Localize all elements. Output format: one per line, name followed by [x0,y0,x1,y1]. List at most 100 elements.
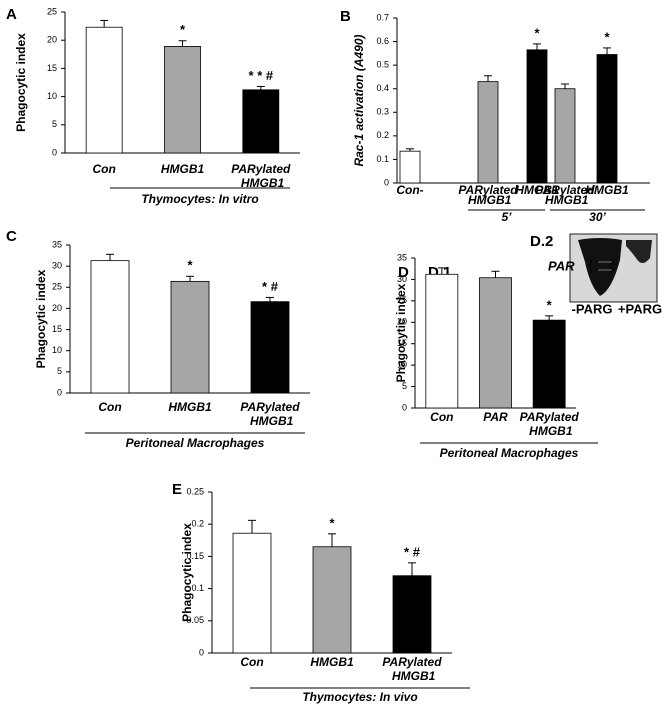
x-tick-label: HMGB1 [585,183,629,197]
y-tick-label: 35 [52,239,62,249]
y-tick-label: 0 [199,647,204,657]
panel-letter: C [6,228,17,245]
panel: C Phagocytic index 0 5 10 15 20 25 30 35 Con * HMGB1… [6,228,310,450]
x-axis-label: Peritoneal Macrophages [440,446,579,460]
annotation: * [547,297,553,312]
x-tick-label: Con [240,655,263,669]
x-tick-label: HMGB1 [161,162,205,176]
y-tick-label: 25 [397,295,407,305]
x-tick-label: Con- [396,183,423,197]
inset-label: D.2 [530,233,553,250]
gel-image [569,233,658,303]
y-tick-label: 0.25 [186,486,204,496]
bar [477,81,499,184]
annotation: * * # [249,68,274,83]
annotation: * [187,258,193,273]
x-tick-label: PARylated HMGB1 [535,183,595,207]
bar [164,46,201,154]
y-axis-label: Phagocytic index [394,283,408,382]
y-tick-label: 10 [397,360,407,370]
y-tick-label: 0 [384,177,389,187]
annotation: * [180,22,186,37]
bar [250,301,290,394]
bar [526,49,548,184]
x-tick-label: PAR [483,410,508,424]
group-label: 30’ [589,210,606,224]
y-tick-label: 15 [397,338,407,348]
y-tick-label: 0.6 [376,36,389,46]
y-tick-label: 35 [397,252,407,262]
y-tick-label: 20 [52,303,62,313]
x-tick-label: PARylated HMGB1 [520,410,580,438]
bar [554,88,576,184]
bar [232,532,272,654]
y-tick-label: 15 [52,324,62,334]
y-tick-label: 0.2 [376,130,389,140]
band-arrows [589,258,615,274]
x-tick-label: Con [430,410,453,424]
bar [479,277,512,409]
y-tick-label: 10 [47,91,57,101]
y-tick-label: 20 [47,35,57,45]
y-tick-label: 0 [402,402,407,412]
y-axis-label: Phagocytic index [14,33,28,132]
panel-letter: A [6,6,17,23]
y-tick-label: 30 [52,261,62,271]
annotation: * [329,515,335,530]
bar [90,260,130,394]
bar [242,89,280,154]
x-tick-label: PARylated HMGB1 [382,655,442,683]
y-tick-label: 0 [52,147,57,157]
y-tick-label: 0.4 [376,83,389,93]
y-axis-label: Phagocytic index [180,523,194,622]
y-tick-label: 5 [57,366,62,376]
x-tick-label: HMGB1 [168,400,212,414]
y-tick-label: 0 [57,387,62,397]
x-tick-label: HMGB1 [515,183,559,197]
bar [399,150,421,184]
annotation: * [604,29,610,44]
x-axis-label: Peritoneal Macrophages [126,436,265,450]
y-axis-label: Rac-1 activation (A490) [352,34,366,166]
x-tick-label: PARylated HMGB1 [240,400,300,428]
panel-letter: B [340,8,351,25]
panel-letter: E [172,481,182,498]
y-tick-label: 25 [47,6,57,16]
x-tick-label: Con [98,400,121,414]
panel-letter: D [398,264,409,281]
bar [312,546,352,654]
y-tick-label: 15 [47,63,57,73]
x-tick-label: PARylated HMGB1 [458,183,518,207]
y-tick-label: 0.1 [376,154,389,164]
y-tick-label: 0.05 [186,615,204,625]
lane-label: +PARG [618,301,662,316]
y-tick-label: 0.7 [376,12,389,22]
y-tick-label: 0.15 [186,551,204,561]
x-axis-label: Thymocytes: In vitro [141,192,258,206]
panel: A Phagocytic index 0 5 10 15 20 25 Con * HMGB1 * * … [6,6,300,206]
y-tick-label: 0.1 [191,583,204,593]
y-tick-label: 5 [402,381,407,391]
bar [170,280,210,394]
x-tick-label: HMGB1 [310,655,354,669]
y-tick-label: 0.5 [376,60,389,70]
x-axis-label: Thymocytes: In vivo [302,690,417,704]
bar [85,26,123,154]
y-tick-label: 0.3 [376,107,389,117]
y-tick-label: 20 [397,317,407,327]
y-tick-label: 30 [397,274,407,284]
y-tick-label: 10 [52,345,62,355]
y-tick-label: 25 [52,282,62,292]
band-label: PAR [548,258,575,273]
x-tick-label: Con [93,162,116,176]
y-axis-label: Phagocytic index [34,269,48,368]
bar [596,54,618,184]
y-tick-label: 0.2 [191,519,204,529]
y-tick-label: 5 [52,119,57,129]
annotation: * # [262,279,279,294]
annotation: * [534,25,540,40]
